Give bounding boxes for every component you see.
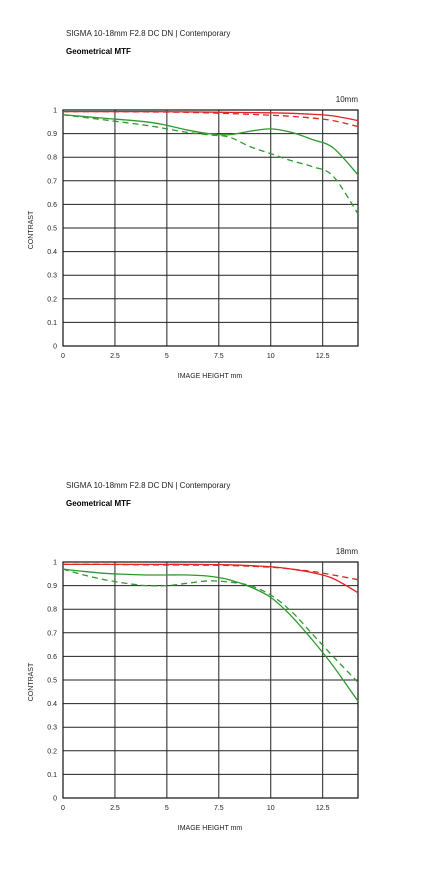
focal-length-label: 18mm bbox=[336, 547, 359, 556]
y-tick-label: 0.8 bbox=[47, 607, 57, 614]
mtf-series-line-2 bbox=[62, 568, 359, 702]
y-tick-label: 0 bbox=[53, 344, 57, 351]
mtf-series-line-2 bbox=[62, 114, 359, 176]
y-tick-label: 0.6 bbox=[47, 654, 57, 661]
x-tick-label: 0 bbox=[61, 353, 65, 360]
mtf-series-line-3 bbox=[62, 568, 359, 683]
y-tick-label: 0.9 bbox=[47, 131, 57, 138]
chart-subtitle: Geometrical MTF bbox=[66, 47, 131, 56]
x-tick-label: 5 bbox=[165, 353, 169, 360]
x-tick-label: 7.5 bbox=[214, 805, 224, 812]
y-tick-label: 0.2 bbox=[47, 296, 57, 303]
y-tick-label: 0.1 bbox=[47, 772, 57, 779]
y-tick-label: 0.3 bbox=[47, 273, 57, 280]
mtf-panel-18mm: SIGMA 10-18mm F2.8 DC DN | Contemporary … bbox=[0, 452, 425, 877]
x-axis-label: IMAGE HEIGHT mm bbox=[178, 825, 243, 832]
y-tick-label: 1 bbox=[53, 560, 57, 567]
x-tick-label: 0 bbox=[61, 805, 65, 812]
mtf-chart-18mm: 00.10.20.30.40.50.60.70.80.910 2.5 5 7.5 10 1… bbox=[28, 547, 359, 832]
series-lines bbox=[62, 563, 359, 702]
y-tick-label: 1 bbox=[53, 108, 57, 115]
mtf-series-line-0 bbox=[62, 563, 359, 594]
product-name: SIGMA 10-18mm F2.8 DC DN | Contemporary bbox=[66, 481, 231, 490]
y-tick-label: 0.9 bbox=[47, 583, 57, 590]
focal-length-label: 10mm bbox=[336, 95, 359, 104]
plot-frame bbox=[62, 109, 359, 347]
x-tick-label: 10 bbox=[267, 353, 275, 360]
grid bbox=[62, 109, 359, 347]
plot-frame bbox=[62, 561, 359, 799]
mtf-series-line-1 bbox=[62, 563, 359, 581]
y-tick-label: 0.5 bbox=[47, 678, 57, 685]
x-tick-label: 12.5 bbox=[316, 805, 330, 812]
mtf-chart-10mm: 00.10.20.30.40.50.60.70.80.910 2.5 5 7.5 10 1… bbox=[28, 95, 359, 380]
y-tick-label: 0.7 bbox=[47, 630, 57, 637]
x-tick-label: 5 bbox=[165, 805, 169, 812]
y-tick-label: 0.8 bbox=[47, 155, 57, 162]
x-tick-label: 2.5 bbox=[110, 805, 120, 812]
x-tick-label: 10 bbox=[267, 805, 275, 812]
y-tick-label: 0.1 bbox=[47, 320, 57, 327]
y-tick-label: 0.7 bbox=[47, 178, 57, 185]
y-tick-label: 0.6 bbox=[47, 202, 57, 209]
mtf-series-line-1 bbox=[62, 110, 359, 128]
y-tick-label: 0.2 bbox=[47, 748, 57, 755]
grid bbox=[62, 561, 359, 799]
tick-labels: 00.10.20.30.40.50.60.70.80.910 2.5 5 7.5 10 1… bbox=[47, 560, 329, 813]
series-lines bbox=[62, 110, 359, 215]
mtf-series-line-3 bbox=[62, 114, 359, 215]
x-tick-label: 12.5 bbox=[316, 353, 330, 360]
x-tick-label: 2.5 bbox=[110, 353, 120, 360]
chart-subtitle: Geometrical MTF bbox=[66, 499, 131, 508]
mtf-series-line-0 bbox=[62, 110, 359, 122]
x-tick-label: 7.5 bbox=[214, 353, 224, 360]
y-axis-label: CONTRAST bbox=[28, 662, 35, 701]
tick-labels: 00.10.20.30.40.50.60.70.80.910 2.5 5 7.5 10 1… bbox=[47, 108, 329, 361]
y-tick-label: 0 bbox=[53, 796, 57, 803]
y-tick-label: 0.5 bbox=[47, 226, 57, 233]
product-name: SIGMA 10-18mm F2.8 DC DN | Contemporary bbox=[66, 29, 231, 38]
mtf-panel-10mm: SIGMA 10-18mm F2.8 DC DN | Contemporary … bbox=[0, 0, 425, 425]
y-tick-label: 0.4 bbox=[47, 249, 57, 256]
y-axis-label: CONTRAST bbox=[28, 210, 35, 249]
y-tick-label: 0.4 bbox=[47, 701, 57, 708]
x-axis-label: IMAGE HEIGHT mm bbox=[178, 373, 243, 380]
y-tick-label: 0.3 bbox=[47, 725, 57, 732]
